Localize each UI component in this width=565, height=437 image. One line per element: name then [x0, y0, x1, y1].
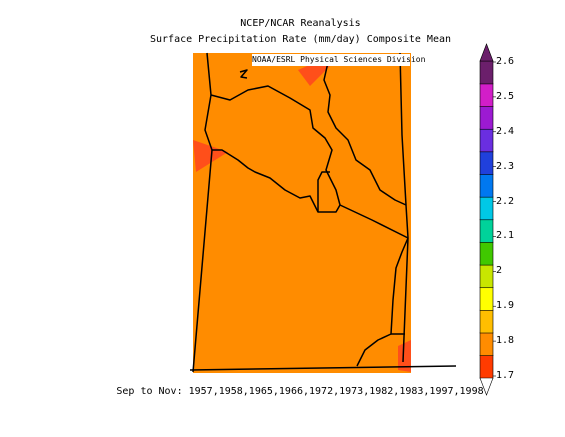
precipitation-field	[193, 53, 411, 373]
colorbar-segment	[479, 287, 494, 311]
colorbar-segment	[479, 173, 494, 198]
south-boundary	[189, 365, 457, 371]
credit-label: NOAA/ESRL Physical Sciences Division	[252, 54, 426, 66]
colorbar-segment	[479, 332, 494, 356]
colorbar-tick-label: 2.2	[496, 195, 515, 207]
boundary-lines	[189, 52, 457, 373]
colorbar-segment	[479, 151, 494, 175]
west-boundary	[192, 52, 213, 373]
colorbar-tick-label: 2.5	[496, 90, 515, 102]
map-title: NCEP/NCAR Reanalysis	[240, 18, 361, 29]
composite-years-footer: Sep to Nov: 1957,1958,1965,1966,1972,197…	[116, 386, 484, 397]
colorbar-segment	[479, 128, 494, 153]
colorbar-tick-label: 2.4	[496, 125, 515, 137]
coastline-east	[356, 237, 409, 367]
colorbar-segment	[479, 355, 494, 379]
colorbar-segment	[479, 241, 494, 266]
colorbar-segment	[479, 219, 494, 243]
coastline-north	[323, 57, 407, 206]
precipitation-patch-west	[193, 140, 228, 172]
colorbar-segment	[479, 105, 494, 130]
coastline-south	[339, 204, 409, 239]
colorbar-bottom-arrow	[479, 377, 494, 396]
colorbar-tick-label: 1.8	[496, 335, 515, 347]
colorbar-tick-label: 2.6	[496, 56, 515, 67]
colorbar-tick-label: 1.9	[496, 300, 515, 312]
colorbar-segment	[479, 196, 494, 221]
colorbar-tick-label: 2.1	[496, 230, 515, 242]
precipitation-patch-southeast	[398, 340, 411, 372]
colorbar-segment	[479, 83, 494, 107]
colorbar-tick-label: 2	[496, 265, 503, 277]
coastline-island	[239, 69, 248, 79]
colorbar-segment	[479, 309, 494, 334]
coastline-inlet	[317, 171, 330, 212]
colorbar-segment	[479, 264, 494, 289]
colorbar-top-arrow	[479, 43, 494, 62]
colorbar	[479, 43, 496, 396]
colorbar-segment	[479, 60, 494, 85]
map-subtitle: Surface Precipitation Rate (mm/day) Comp…	[149, 34, 452, 45]
colorbar-tick-label: 1.7	[496, 370, 515, 381]
colorbar-tick-label: 2.3	[496, 160, 515, 172]
